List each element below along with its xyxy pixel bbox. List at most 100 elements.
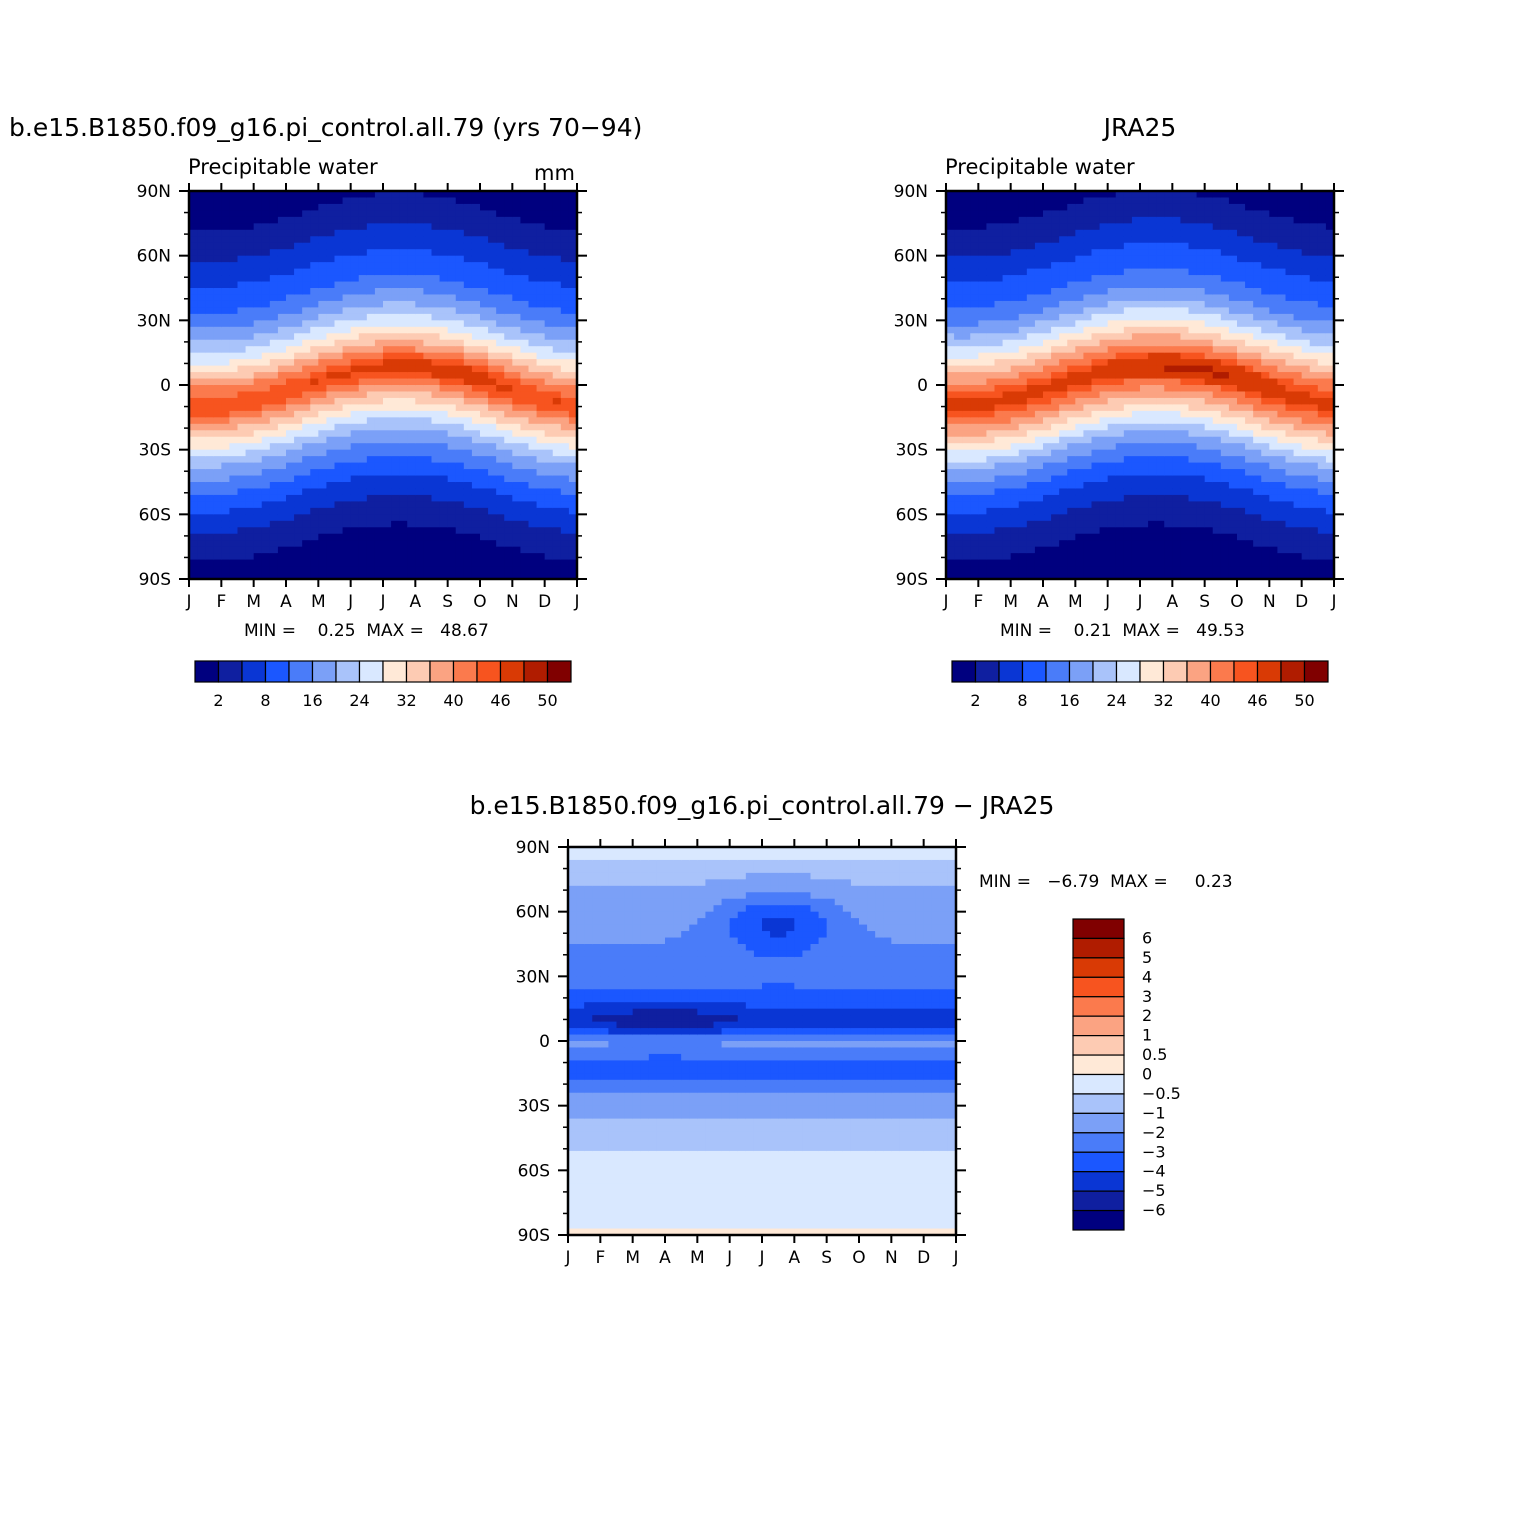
colorbar-label: −5	[1142, 1181, 1166, 1200]
x-tick-label: M	[625, 1248, 640, 1268]
colorbar-swatch	[1072, 918, 1125, 940]
x-tick-label: J	[1104, 592, 1110, 612]
x-tick-label: J	[1330, 592, 1336, 612]
colorbar-swatch	[241, 660, 267, 683]
x-tick-label: M	[246, 592, 261, 612]
colorbar-swatch	[1072, 937, 1125, 959]
panel-model-colorbar: 2 8 16 24 32 40 46 50	[194, 660, 572, 710]
panel-obs-stats: MIN = 0.21 MAX = 49.53	[1000, 621, 1245, 641]
y-tick-label: 30S	[896, 441, 928, 461]
x-tick-label: S	[1199, 592, 1210, 612]
colorbar-swatch	[194, 660, 220, 683]
panel-obs-subtitle: Precipitable water	[945, 155, 1135, 179]
colorbar-swatch	[951, 660, 977, 683]
panel-model-title: b.e15.B1850.f09_g16.pi_control.all.79 (y…	[9, 113, 642, 142]
y-tick-label: 90S	[518, 1226, 550, 1246]
panel-obs: JRA25 Precipitable water J F M A M J J A S O N D J90…	[894, 113, 1344, 710]
colorbar-label: 3	[1142, 987, 1152, 1006]
colorbar-swatch	[1072, 1190, 1125, 1212]
colorbar-label: −4	[1142, 1162, 1166, 1181]
colorbar-label: 50	[537, 691, 557, 710]
x-tick-label: O	[1230, 592, 1243, 612]
colorbar-label: 46	[1247, 691, 1267, 710]
y-tick-label: 90N	[516, 838, 550, 858]
colorbar-swatch	[1256, 660, 1282, 683]
colorbar-swatch	[476, 660, 502, 683]
colorbar-label: −6	[1142, 1201, 1166, 1220]
colorbar-swatch	[1072, 1054, 1125, 1076]
colorbar-swatch	[1072, 976, 1125, 998]
colorbar-label: 40	[443, 691, 463, 710]
colorbar-swatch	[358, 660, 384, 683]
x-tick-label: J	[726, 1248, 732, 1268]
colorbar-label: 50	[1294, 691, 1314, 710]
colorbar-swatch	[382, 660, 408, 683]
panel-diff-stats: MIN = −6.79 MAX = 0.23	[979, 872, 1233, 892]
y-tick-label: 60N	[894, 247, 928, 267]
colorbar-label: −0.5	[1142, 1084, 1181, 1103]
colorbar-swatch	[217, 660, 243, 683]
colorbar-swatch	[1072, 957, 1125, 978]
colorbar-label: 8	[260, 691, 270, 710]
colorbar-swatch	[998, 660, 1024, 683]
colorbar-swatch	[1072, 1093, 1125, 1114]
colorbar-swatch	[1072, 1112, 1125, 1134]
colorbar-label: −2	[1142, 1123, 1166, 1142]
colorbar-swatch	[288, 660, 314, 683]
y-tick-label: 30N	[516, 967, 550, 987]
y-tick-label: 60S	[518, 1161, 550, 1181]
contour-field	[568, 847, 957, 1236]
colorbar-swatch	[1072, 1171, 1125, 1192]
y-tick-label: 90N	[894, 182, 928, 202]
colorbar-label: 16	[302, 691, 322, 710]
x-tick-label: D	[538, 592, 551, 612]
y-tick-label: 30S	[139, 441, 171, 461]
panel-obs-title: JRA25	[1102, 113, 1177, 142]
colorbar-swatch	[335, 660, 361, 683]
colorbar-swatch	[1139, 660, 1165, 683]
colorbar-label: −3	[1142, 1142, 1166, 1161]
colorbar-swatch	[1162, 660, 1188, 683]
colorbar-swatch	[264, 660, 290, 683]
x-tick-label: J	[758, 1248, 764, 1268]
colorbar-swatch	[429, 660, 455, 683]
y-tick-label: 30S	[518, 1097, 550, 1117]
x-tick-label: N	[1263, 592, 1276, 612]
colorbar-swatch	[452, 660, 478, 683]
colorbar-swatch	[546, 660, 572, 683]
x-tick-label: F	[973, 592, 983, 612]
colorbar-label: 5	[1142, 948, 1152, 967]
y-tick-label: 30N	[137, 311, 171, 331]
y-tick-label: 90S	[139, 570, 171, 590]
y-tick-label: 90N	[137, 182, 171, 202]
colorbar-swatch	[1072, 1132, 1125, 1153]
colorbar-label: 0.5	[1142, 1045, 1167, 1064]
colorbar-label: 16	[1059, 691, 1079, 710]
colorbar-label: 0	[1142, 1065, 1152, 1084]
colorbar-label: 1	[1142, 1026, 1152, 1045]
y-tick-label: 0	[917, 376, 928, 396]
contour-field	[189, 191, 578, 580]
colorbar-swatch	[1072, 1073, 1125, 1095]
colorbar-label: 24	[349, 691, 369, 710]
colorbar-label: −1	[1142, 1103, 1166, 1122]
x-tick-label: N	[506, 592, 519, 612]
x-tick-label: F	[595, 1248, 605, 1268]
colorbar-swatch	[1280, 660, 1306, 683]
y-tick-label: 60S	[896, 505, 928, 525]
colorbar-swatch	[1233, 660, 1259, 683]
colorbar-swatch	[1092, 660, 1118, 683]
colorbar-label: 6	[1142, 928, 1152, 947]
x-tick-label: S	[821, 1248, 832, 1268]
colorbar-label: 32	[1153, 691, 1173, 710]
colorbar-label: 2	[1142, 1006, 1152, 1025]
colorbar-swatch	[1072, 1151, 1125, 1173]
panel-model-subtitle: Precipitable water	[188, 155, 378, 179]
panel-model: b.e15.B1850.f09_g16.pi_control.all.79 (y…	[9, 113, 642, 710]
colorbar-swatch	[974, 660, 1000, 683]
colorbar-swatch	[1186, 660, 1212, 683]
x-tick-label: N	[885, 1248, 898, 1268]
x-tick-label: F	[216, 592, 226, 612]
